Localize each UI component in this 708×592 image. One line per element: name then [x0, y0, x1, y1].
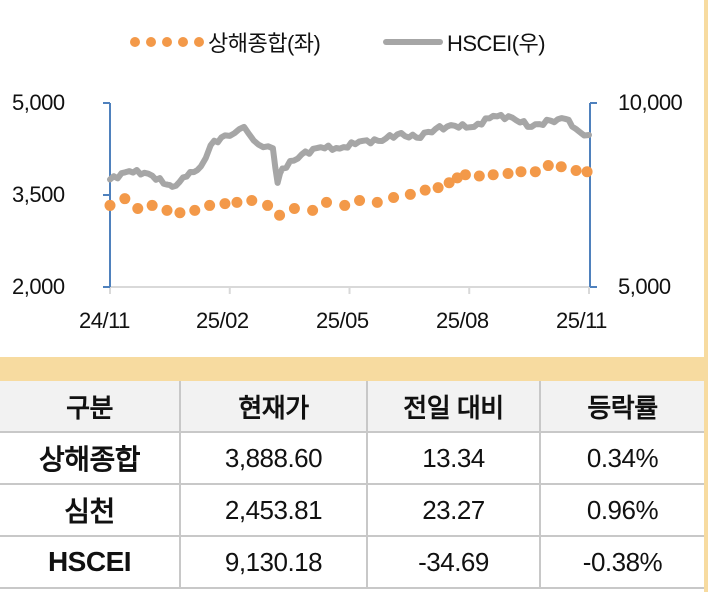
legend-label-sse: 상해종합(좌) [208, 31, 321, 56]
sse-data-point [104, 199, 116, 211]
table-row: 상해종합 3,888.60 13.34 0.34% [0, 431, 704, 485]
row-price: 2,453.81 [179, 483, 368, 537]
sse-data-point [246, 195, 258, 207]
table-row: HSCEI 9,130.18 -34.69 -0.38% [0, 535, 704, 589]
chart-legend: 상해종합(좌) HSCEI(우) [0, 26, 704, 58]
hscei-line [107, 111, 592, 190]
sse-data-point [262, 199, 274, 211]
sse-data-point [502, 168, 514, 180]
sse-data-point [189, 204, 201, 216]
header-current-price: 현재가 [179, 381, 368, 433]
sse-dotted-line [104, 160, 593, 221]
row-change: 23.27 [366, 483, 541, 537]
header-category: 구분 [0, 381, 181, 433]
header-change: 전일 대비 [366, 381, 541, 433]
sse-data-point [555, 161, 567, 173]
legend-label-hscei: HSCEI(우) [447, 31, 546, 56]
sse-data-point [119, 193, 131, 205]
sse-data-point [487, 169, 499, 181]
sse-data-point [443, 177, 455, 189]
sse-data-point [419, 184, 431, 196]
sse-data-point [274, 209, 286, 221]
sse-data-point [432, 182, 444, 194]
sse-data-point [174, 207, 186, 219]
row-name: 심천 [0, 483, 181, 537]
sse-data-point [515, 166, 527, 178]
table-row: 심천 2,453.81 23.27 0.96% [0, 483, 704, 537]
x-axis-tick-2508: 25/08 [436, 308, 489, 333]
sse-data-point [371, 196, 383, 208]
sse-data-point [473, 170, 485, 182]
line-chart [103, 102, 597, 294]
legend-item-hscei: HSCEI(우) [383, 26, 546, 58]
sse-data-point [321, 196, 333, 208]
sse-data-point [570, 164, 582, 176]
row-pct: 0.96% [539, 483, 704, 537]
sse-data-point [542, 160, 554, 172]
table-header-row: 구분 현재가 전일 대비 등락률 [0, 381, 704, 433]
row-change: -34.69 [366, 535, 541, 589]
left-axis-tick-3500: 3,500 [12, 182, 65, 207]
x-axis-tick-2505: 25/05 [316, 308, 369, 333]
row-name: HSCEI [0, 535, 181, 589]
x-axis-tick-2411: 24/11 [79, 308, 130, 333]
x-axis-tick-2511: 25/11 [556, 308, 607, 333]
row-change: 13.34 [366, 431, 541, 485]
legend-item-sse: 상해종합(좌) [130, 26, 321, 58]
sse-data-point [231, 196, 243, 208]
row-name: 상해종합 [0, 431, 181, 485]
sse-data-point [288, 202, 300, 214]
sse-data-point [529, 166, 541, 178]
solid-line-icon [383, 39, 443, 45]
sse-data-point [161, 204, 173, 216]
sse-data-point [146, 199, 158, 211]
left-axis-tick-5000: 5,000 [12, 90, 65, 115]
right-axis-tick-10000: 10,000 [618, 90, 683, 115]
right-border-strip [704, 0, 708, 592]
dotted-line-icon [130, 37, 204, 47]
sse-data-point [219, 198, 231, 210]
header-change-rate: 등락률 [539, 381, 704, 433]
sse-data-point [404, 188, 416, 200]
left-axis-tick-2000: 2,000 [12, 274, 65, 299]
sse-data-point [354, 195, 366, 207]
chart-axes [103, 102, 597, 294]
sse-data-point [307, 204, 319, 216]
separator-band [0, 357, 708, 381]
sse-data-point [388, 191, 400, 203]
sse-data-point [459, 169, 471, 181]
x-axis-tick-2502: 25/02 [196, 308, 249, 333]
row-price: 9,130.18 [179, 535, 368, 589]
index-quote-table: 구분 현재가 전일 대비 등락률 상해종합 3,888.60 13.34 0.3… [0, 381, 704, 589]
sse-data-point [581, 166, 593, 178]
row-pct: -0.38% [539, 535, 704, 589]
row-price: 3,888.60 [179, 431, 368, 485]
right-axis-tick-5000: 5,000 [618, 274, 671, 299]
sse-data-point [132, 202, 144, 214]
sse-data-point [204, 199, 216, 211]
row-pct: 0.34% [539, 431, 704, 485]
sse-data-point [339, 199, 351, 211]
